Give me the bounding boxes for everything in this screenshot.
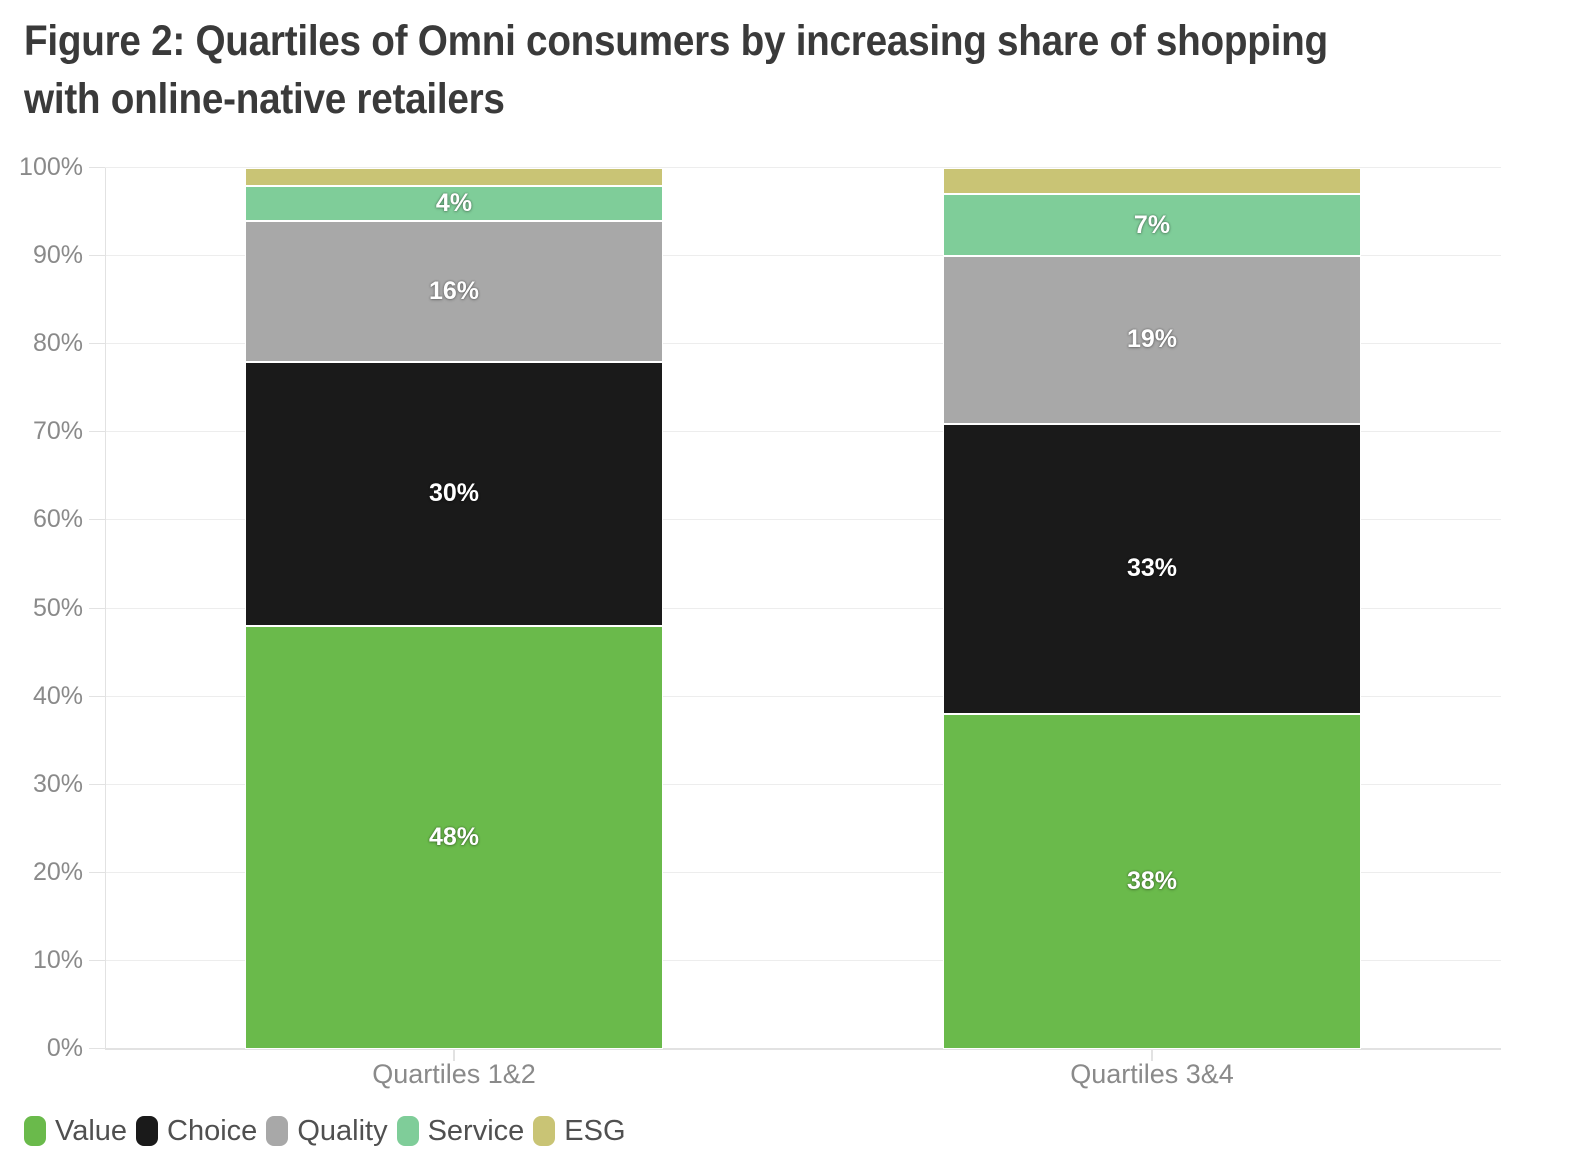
legend-item-value[interactable]: Value <box>24 1116 127 1146</box>
data-label-service-quartiles-3-4: 7% <box>1133 210 1171 239</box>
bar-segment-value-quartiles-1-2[interactable]: 48% <box>245 626 663 1049</box>
data-label-quality-quartiles-3-4: 19% <box>1126 325 1178 354</box>
legend-swatch-quality <box>266 1116 289 1146</box>
data-label-service-quartiles-1-2: 4% <box>435 188 473 217</box>
legend-label-service: Service <box>427 1115 525 1147</box>
y-axis-tick-30 <box>89 783 105 785</box>
y-axis-label-60: 60% <box>32 505 83 534</box>
chart-title-line-1: Figure 2: Quartiles of Omni consumers by… <box>24 17 1328 65</box>
legend: Value Choice Quality Service ESG <box>24 1116 635 1146</box>
gridline-60 <box>105 519 1501 521</box>
x-axis-label-quartiles-3-4: Quartiles 3&4 <box>1070 1059 1234 1089</box>
legend-label-value: Value <box>55 1115 128 1147</box>
bar-segment-value-quartiles-3-4[interactable]: 38% <box>943 714 1361 1049</box>
legend-item-service[interactable]: Service <box>396 1115 525 1147</box>
data-label-choice-quartiles-1-2: 30% <box>428 479 480 508</box>
data-label-quality-quartiles-1-2: 16% <box>428 276 480 305</box>
y-axis-label-50: 50% <box>32 593 83 622</box>
legend-swatch-esg <box>533 1116 556 1146</box>
gridline-10 <box>105 959 1501 961</box>
bar-quartiles-1-2: 48% 30% 16% 4% <box>245 168 663 1049</box>
y-axis-label-10: 10% <box>32 945 83 974</box>
gridline-100 <box>105 167 1501 168</box>
y-axis-tick-50 <box>89 607 105 609</box>
bar-segment-esg-quartiles-1-2[interactable] <box>245 168 663 186</box>
legend-item-esg[interactable]: ESG <box>533 1115 626 1147</box>
legend-label-esg: ESG <box>564 1115 626 1147</box>
legend-label-choice: Choice <box>167 1115 258 1147</box>
gridline-80 <box>105 343 1501 345</box>
chart-title: Figure 2: Quartiles of Omni consumers by… <box>24 12 1328 128</box>
y-axis-tick-90 <box>89 255 105 257</box>
y-axis-tick-20 <box>89 871 105 873</box>
gridline-70 <box>105 431 1501 433</box>
x-axis-label-quartiles-1-2: Quartiles 1&2 <box>372 1059 536 1089</box>
y-axis-label-20: 20% <box>32 857 83 886</box>
y-axis-tick-40 <box>89 695 105 697</box>
y-axis-tick-60 <box>89 519 105 521</box>
bar-segment-quality-quartiles-1-2[interactable]: 16% <box>245 220 663 362</box>
data-label-choice-quartiles-3-4: 33% <box>1126 554 1178 583</box>
legend-swatch-choice <box>136 1116 159 1146</box>
x-axis-tick-quartiles-1-2 <box>453 1049 455 1061</box>
bar-segment-service-quartiles-3-4[interactable]: 7% <box>943 194 1361 257</box>
bar-quartiles-3-4: 38% 33% 19% 7% <box>943 168 1361 1049</box>
y-axis-tick-0 <box>89 1048 105 1049</box>
gridline-40 <box>105 695 1501 697</box>
gridline-30 <box>105 783 1501 785</box>
legend-item-choice[interactable]: Choice <box>136 1116 257 1146</box>
gridline-90 <box>105 255 1501 257</box>
y-axis-label-80: 80% <box>32 329 83 358</box>
y-axis-label-100: 100% <box>19 153 83 181</box>
legend-swatch-value <box>24 1116 46 1146</box>
y-axis-tick-80 <box>89 343 105 345</box>
y-axis-tick-10 <box>89 959 105 961</box>
y-axis-label-40: 40% <box>32 681 83 710</box>
bar-segment-service-quartiles-1-2[interactable]: 4% <box>245 185 663 221</box>
data-label-value-quartiles-1-2: 48% <box>428 823 480 852</box>
y-axis-label-90: 90% <box>32 241 83 270</box>
y-axis-label-70: 70% <box>32 417 83 446</box>
legend-item-quality[interactable]: Quality <box>266 1115 388 1147</box>
chart-title-line-2: with online-native retailers <box>24 75 505 123</box>
y-axis-label-0: 0% <box>46 1034 83 1062</box>
bar-segment-choice-quartiles-1-2[interactable]: 30% <box>245 361 663 627</box>
y-axis-tick-100 <box>89 167 105 168</box>
y-axis-label-30: 30% <box>32 769 83 798</box>
data-label-value-quartiles-3-4: 38% <box>1126 867 1178 896</box>
y-axis-line <box>105 168 106 1049</box>
bar-segment-choice-quartiles-3-4[interactable]: 33% <box>943 423 1361 715</box>
gridline-20 <box>105 871 1501 873</box>
y-axis-tick-70 <box>89 431 105 433</box>
legend-swatch-service <box>396 1116 419 1146</box>
legend-label-quality: Quality <box>297 1115 388 1147</box>
bar-segment-esg-quartiles-3-4[interactable] <box>943 168 1361 195</box>
gridline-50 <box>105 607 1501 609</box>
bar-segment-quality-quartiles-3-4[interactable]: 19% <box>943 256 1361 424</box>
x-axis-tick-quartiles-3-4 <box>1151 1049 1153 1061</box>
gridline-0 <box>105 1048 1501 1050</box>
